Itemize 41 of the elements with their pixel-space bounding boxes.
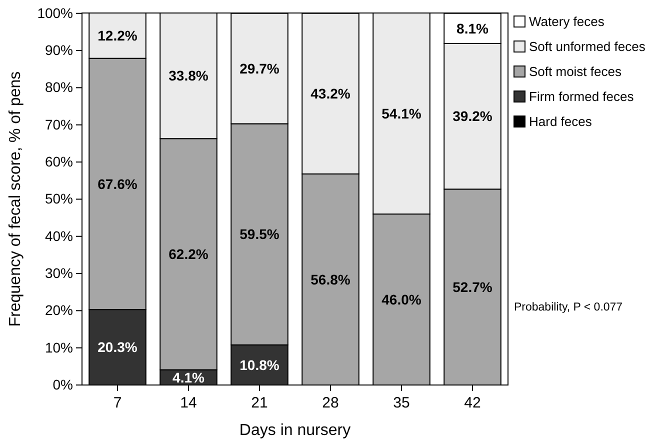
legend-label: Watery feces <box>529 14 605 29</box>
x-axis-title: Days in nursery <box>239 422 351 439</box>
data-label: 46.0% <box>382 291 422 308</box>
data-label: 54.1% <box>382 105 422 122</box>
data-label: 59.5% <box>240 226 280 242</box>
y-tick-label: 10% <box>44 339 73 356</box>
data-label: 29.7% <box>240 60 280 76</box>
x-tick-label: 28 <box>322 394 339 412</box>
y-tick-label: 40% <box>44 228 73 244</box>
data-label: 52.7% <box>452 278 493 295</box>
y-tick-label: 60% <box>44 154 73 170</box>
data-label: 8.1% <box>456 20 489 36</box>
y-axis-title: Frequency of fecal score, % of pens <box>7 71 24 327</box>
y-tick-label: 100% <box>37 4 73 21</box>
legend-label: Soft unformed feces <box>529 39 646 54</box>
x-tick-label: 7 <box>113 394 122 412</box>
data-label: 56.8% <box>310 271 351 288</box>
legend-label: Firm formed feces <box>529 89 634 104</box>
y-tick-label: 30% <box>44 264 73 281</box>
x-tick-label: 35 <box>393 394 410 412</box>
y-tick-label: 70% <box>44 116 73 132</box>
data-label: 10.8% <box>240 356 280 373</box>
data-label: 12.2% <box>98 28 138 44</box>
data-label: 33.8% <box>168 68 209 84</box>
x-tick-label: 21 <box>251 394 268 412</box>
data-label: 39.2% <box>452 108 493 124</box>
legend-label: Soft moist feces <box>529 64 622 79</box>
x-tick-label: 42 <box>464 394 481 412</box>
data-label: 4.1% <box>172 369 205 386</box>
data-label: 67.6% <box>98 176 138 192</box>
x-tick-label: 14 <box>180 394 197 412</box>
legend-label: Hard feces <box>529 114 592 129</box>
text: Probability, P < 0.077 <box>514 302 623 314</box>
y-tick-label: 0% <box>52 376 73 392</box>
y-tick-label: 20% <box>44 302 73 318</box>
data-label: 43.2% <box>310 86 351 102</box>
y-tick-label: 90% <box>44 42 73 58</box>
data-label: 20.3% <box>98 339 138 356</box>
data-label: 62.2% <box>168 246 209 262</box>
y-tick-label: 50% <box>44 190 73 207</box>
y-tick-label: 80% <box>44 79 73 96</box>
